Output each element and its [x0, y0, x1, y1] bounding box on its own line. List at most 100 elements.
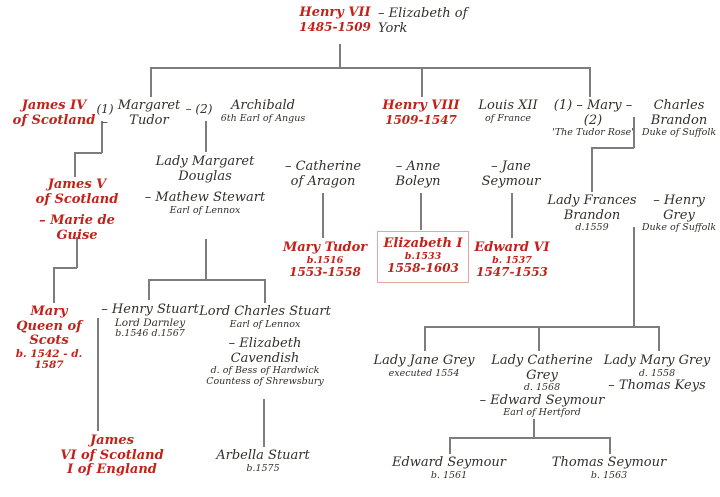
jane-seymour-name2: Seymour: [481, 173, 541, 189]
marriage-label-1: (1) –: [92, 102, 118, 130]
arbella-stuart-name: Arbella Stuart: [216, 448, 310, 463]
mary-rose-nickname: 'The Tudor Rose': [552, 127, 634, 139]
thomas-seymour-name: Thomas Seymour: [551, 455, 667, 470]
connector-grey-down: [633, 227, 635, 327]
connector-jamesv-down: [76, 237, 78, 268]
henry-grey-title: Duke of Suffolk: [641, 222, 717, 234]
frances-brandon-name: Lady Frances: [547, 193, 637, 208]
connector-mary-brandon-down: [633, 117, 635, 148]
catherine-grey-name: Lady Catherine Grey: [491, 353, 593, 383]
connector-to-frances: [591, 147, 593, 192]
node-anne-boleyn: – Anne Boleyn: [382, 159, 454, 189]
marie-de-guise-name: – Marie de Guise: [39, 213, 115, 243]
catherine-aragon-name: – Catherine: [284, 159, 362, 174]
margaret-douglas-name2: Douglas: [178, 168, 232, 184]
james-vi-name2: VI of Scotland: [60, 447, 164, 463]
archibald-title: 6th Earl of Angus: [220, 112, 306, 124]
edward-seymour-jr-born: b. 1561: [430, 469, 468, 481]
thomas-keys-name: – Thomas Keys: [608, 378, 706, 394]
elizabeth-cavendish-name: – Elizabeth Cavendish: [228, 336, 302, 366]
elizabeth-i-name: Elizabeth I: [383, 236, 463, 251]
thomas-seymour-born: b. 1563: [590, 469, 628, 481]
connector-to-jamesv: [74, 152, 76, 177]
node-mary-tudor-rose: (1) – Mary – (2) 'The Tudor Rose': [543, 98, 643, 139]
mary-i-reign: 1553-1558: [289, 265, 361, 280]
connector-drop-catherine-grey: [538, 326, 540, 351]
james-iv-name2: of Scotland: [12, 112, 96, 128]
mary-grey-name: Lady Mary Grey: [603, 353, 711, 368]
james-v-name2: of Scotland: [35, 191, 119, 207]
node-mary-grey: Lady Mary Grey d. 1558 – Thomas Keys: [599, 353, 715, 394]
louis-xii-name: Louis XII: [478, 98, 538, 113]
louis-xii-title: of France: [484, 112, 532, 124]
elizabeth-cavendish-detail2: Countess of Shrewsbury: [206, 375, 324, 387]
node-mary-tudor-i: Mary Tudor b.1516 1553-1558: [282, 240, 368, 280]
henry-vii-name: Henry VII: [299, 5, 371, 20]
henry-stuart-title: Lord Darnley: [114, 316, 186, 329]
edward-seymour-name: – Edward Seymour: [479, 392, 605, 408]
connector-drop-henryviii: [421, 67, 423, 97]
edward-seymour-title: Earl of Hertford: [503, 407, 581, 419]
james-iv-name: James IV: [21, 98, 87, 113]
connector-anne-to-elizabeth: [420, 193, 422, 230]
marriage-2-text: – (2): [185, 102, 213, 116]
node-edward-vi: Edward VI b. 1537 1547-1553: [469, 240, 555, 280]
node-charles-brandon: Charles Brandon Duke of Suffolk: [639, 98, 719, 139]
archibald-name: Archibald: [231, 98, 295, 113]
charles-stuart-name: Lord Charles Stuart: [199, 304, 331, 319]
node-catherine-grey: Lady Catherine Grey d. 1568 – Edward Sey…: [477, 353, 607, 419]
catherine-aragon-name2: of Aragon: [290, 173, 356, 189]
connector-drop-jane-grey: [424, 326, 426, 351]
connector-stewart-rail: [148, 279, 265, 281]
charles-brandon-title: Duke of Suffolk: [641, 127, 717, 139]
node-catherine-of-aragon: – Catherine of Aragon: [282, 159, 364, 189]
connector-gen2-rail: [150, 67, 591, 69]
node-elizabeth-i: Elizabeth I b.1533 1558-1603: [377, 231, 469, 283]
jane-grey-dates: executed 1554: [388, 367, 460, 379]
mary-i-born: b.1516: [306, 254, 344, 266]
marriage-1-text: (1) –: [96, 102, 114, 130]
connector-jamesv-jog: [53, 267, 77, 269]
edward-vi-born: b. 1537: [492, 254, 532, 266]
node-elizabeth-of-york: – Elizabeth of York: [378, 6, 493, 36]
henry-viii-dates: 1509-1547: [385, 112, 457, 127]
james-v-name: James V: [47, 177, 107, 192]
henry-grey-name: – Henry Grey: [653, 193, 705, 223]
catherine-grey-dates: d. 1568: [523, 382, 561, 394]
connector-jamesiv-margaret-down: [101, 121, 103, 153]
elizabeth-i-reign: 1558-1603: [387, 261, 459, 276]
henry-stuart-name: – Henry Stuart: [101, 302, 199, 317]
connector-drop-charles-stuart: [264, 279, 266, 303]
charles-brandon-name2: Brandon: [650, 112, 708, 128]
mary-rose-marriages: (1) – Mary – (2): [553, 98, 633, 128]
mary-qos-dates: b. 1542 - d. 1587: [15, 347, 83, 372]
connector-catherine-to-marytudor: [322, 193, 324, 238]
edward-seymour-jr-name: Edward Seymour: [391, 455, 507, 470]
edward-vi-reign: 1547-1553: [476, 265, 548, 280]
edward-vi-name: Edward VI: [474, 240, 550, 255]
node-margaret-douglas: Lady Margaret Douglas – Mathew Stewart E…: [140, 154, 270, 216]
node-jane-grey: Lady Jane Grey executed 1554: [366, 353, 482, 379]
marriage-label-2: – (2): [184, 102, 214, 116]
node-arbella-stuart: Arbella Stuart b.1575: [208, 448, 318, 474]
connector-henryvii-down: [339, 44, 341, 68]
node-louis-xii: Louis XII of France: [470, 98, 546, 124]
node-james-vi: James VI of Scotland I of England: [53, 433, 171, 478]
node-henry-stuart: – Henry Stuart Lord Darnley b.1546 d.156…: [95, 302, 205, 340]
node-james-iv: James IV of Scotland: [8, 98, 100, 128]
arbella-stuart-born: b.1575: [246, 462, 280, 474]
charles-brandon-name: Charles: [653, 98, 705, 113]
node-henry-grey: – Henry Grey Duke of Suffolk: [638, 193, 720, 234]
node-margaret-tudor: Margaret Tudor: [114, 98, 184, 128]
margaret-douglas-name: Lady Margaret: [155, 154, 255, 169]
connector-drop-mary: [589, 67, 591, 97]
connector-to-maryqos: [53, 267, 55, 303]
jane-seymour-name: – Jane: [491, 159, 531, 174]
connector-to-arbella: [263, 399, 265, 447]
elizabeth-i-born: b.1533: [404, 250, 442, 262]
connector-jane-to-edward: [511, 193, 513, 238]
node-henry-vii: Henry VII 1485-1509: [285, 5, 385, 34]
mary-grey-dates: d. 1558: [638, 367, 676, 379]
mary-qos-name2: Queen of Scots: [16, 318, 82, 349]
margaret-tudor-name2: Tudor: [129, 112, 169, 128]
